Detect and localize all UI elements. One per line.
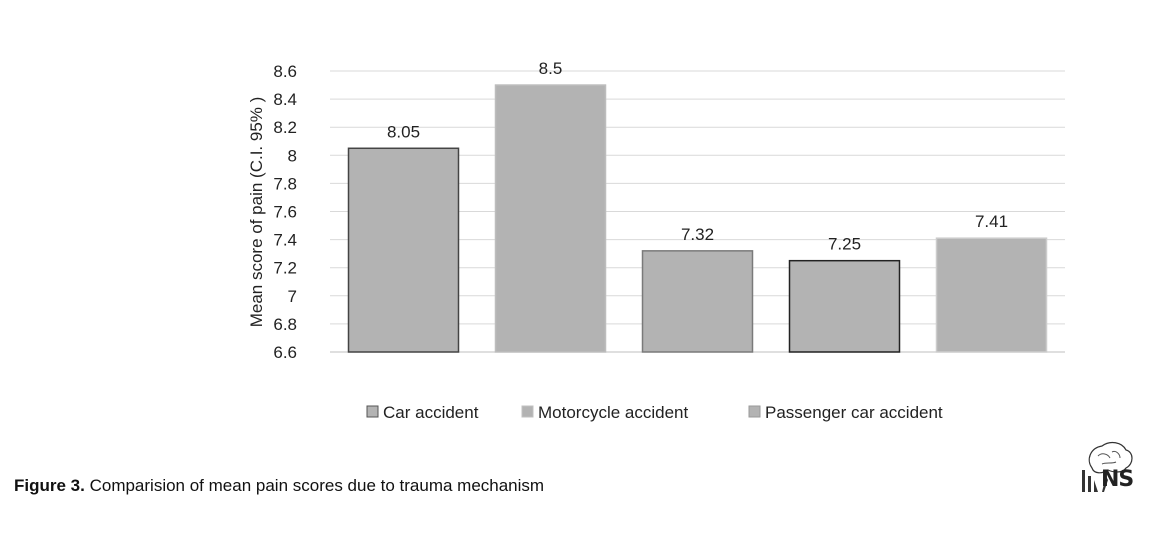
data-label: 7.32 bbox=[681, 225, 714, 244]
data-label: 8.5 bbox=[539, 59, 563, 78]
bars bbox=[347, 84, 1048, 353]
y-tick-label: 8.4 bbox=[273, 90, 297, 109]
legend: Car accident Motorcycle accident Passenger… bbox=[366, 403, 943, 422]
bar bbox=[641, 250, 754, 353]
y-tick-label: 7.8 bbox=[273, 174, 297, 193]
y-tick-label: 7 bbox=[288, 287, 297, 306]
bar bbox=[347, 147, 460, 353]
y-tick-label: 6.8 bbox=[273, 315, 297, 334]
y-tick-label: 8.6 bbox=[273, 62, 297, 81]
caption-label: Figure 3. bbox=[14, 476, 85, 495]
y-tick-label: 6.6 bbox=[273, 343, 297, 362]
bar bbox=[788, 259, 901, 353]
data-label: 8.05 bbox=[387, 122, 420, 141]
legend-entry: Passenger car accident bbox=[765, 403, 943, 422]
y-tick-labels: 8.6 8.4 8.2 8 7.8 7.6 7.4 7.2 7 6.8 6.6 bbox=[273, 62, 297, 362]
figure-caption: Figure 3. Comparision of mean pain score… bbox=[14, 476, 544, 496]
y-tick-label: 8 bbox=[288, 146, 297, 165]
bar bbox=[494, 84, 607, 353]
data-label: 7.25 bbox=[828, 235, 861, 254]
legend-entry: Car accident bbox=[383, 403, 479, 422]
data-label: 7.41 bbox=[975, 212, 1008, 231]
journal-logo-icon bbox=[1082, 441, 1133, 492]
legend-swatch bbox=[748, 405, 761, 418]
y-axis-label: Mean score of pain (C.I. 95% ) bbox=[247, 97, 266, 328]
y-tick-label: 8.2 bbox=[273, 118, 297, 137]
y-tick-label: 7.6 bbox=[273, 203, 297, 222]
data-labels: 8.05 8.5 7.32 7.25 7.41 bbox=[387, 59, 1008, 254]
legend-entry: Motorcycle accident bbox=[538, 403, 689, 422]
legend-swatch bbox=[366, 405, 379, 418]
logo-text: NS bbox=[1101, 467, 1134, 492]
caption-text: Comparision of mean pain scores due to t… bbox=[84, 476, 545, 495]
legend-swatch bbox=[521, 405, 534, 418]
bar bbox=[935, 237, 1048, 353]
y-tick-label: 7.2 bbox=[273, 259, 297, 278]
y-tick-label: 7.4 bbox=[273, 231, 297, 250]
